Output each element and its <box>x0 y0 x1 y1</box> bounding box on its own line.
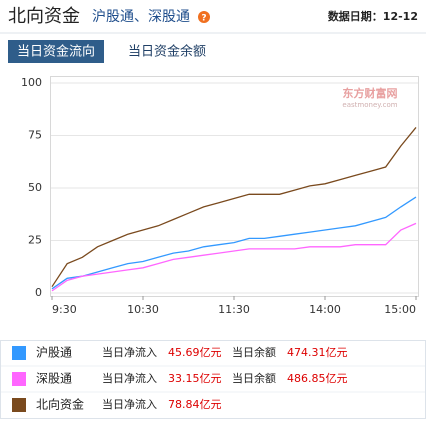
y-tick-label: 100 <box>21 76 42 89</box>
net-value: 33.15亿元 <box>168 372 222 385</box>
balance-label: 当日余额 <box>232 345 276 359</box>
watermark-url: eastmoney.com <box>342 101 397 109</box>
series-line <box>51 222 417 292</box>
y-tick-label: 75 <box>28 129 42 142</box>
legend-swatch <box>12 372 26 386</box>
net-value: 45.69亿元 <box>168 346 222 359</box>
net-label: 当日净流入 <box>102 345 157 359</box>
y-tick-label: 25 <box>28 234 42 247</box>
title: 北向资金 <box>8 6 80 27</box>
legend-name: 深股通 <box>36 372 72 386</box>
help-icon-bg[interactable] <box>198 11 210 23</box>
x-tick-label: 15:00 <box>384 303 416 316</box>
tab[interactable]: 当日资金流向 <box>17 44 95 60</box>
plot-frame <box>50 76 419 297</box>
help-icon[interactable]: ? <box>201 14 206 24</box>
net-label: 当日净流入 <box>102 397 157 411</box>
net-value: 78.84亿元 <box>168 398 222 411</box>
watermark: 东方财富网 <box>343 86 398 100</box>
y-tick-label: 0 <box>35 286 42 299</box>
x-tick-label: 9:30 <box>52 303 77 316</box>
legend-name: 沪股通 <box>36 346 72 360</box>
series-line <box>51 127 417 288</box>
x-tick-label: 10:30 <box>127 303 159 316</box>
net-label: 当日净流入 <box>102 371 157 385</box>
x-tick-label: 14:00 <box>309 303 341 316</box>
date-label: 数据日期：12-12 <box>328 9 418 23</box>
balance-value: 486.85亿元 <box>287 372 348 385</box>
x-tick-label: 11:30 <box>218 303 250 316</box>
balance-label: 当日余额 <box>232 371 276 385</box>
legend-swatch <box>12 346 26 360</box>
subtitle[interactable]: 沪股通、深股通 <box>92 9 190 25</box>
tab-active-bg[interactable] <box>8 40 104 63</box>
y-tick-label: 50 <box>28 181 42 194</box>
tab[interactable]: 当日资金余额 <box>128 44 206 60</box>
legend-swatch <box>12 398 26 412</box>
balance-value: 474.31亿元 <box>287 346 348 359</box>
series-line <box>51 196 417 290</box>
legend-name: 北向资金 <box>36 397 84 412</box>
